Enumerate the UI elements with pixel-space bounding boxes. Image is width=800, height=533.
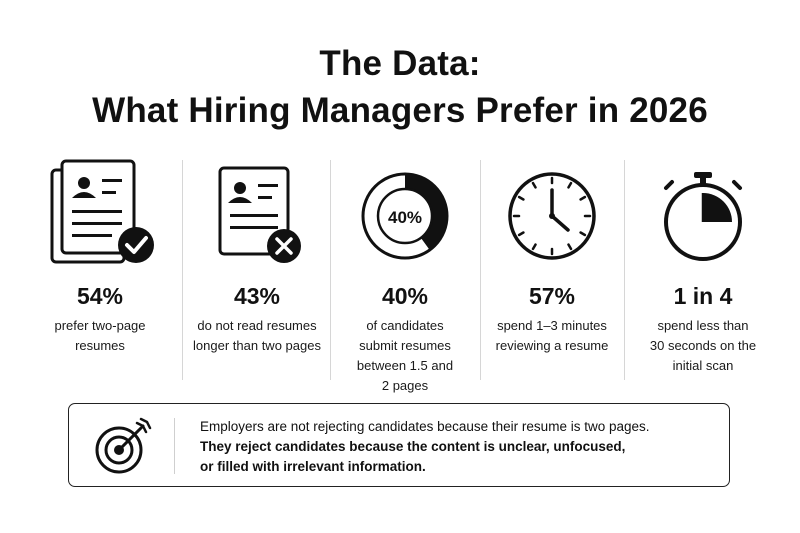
stat-description: spend 1–3 minutes reviewing a resume xyxy=(495,318,609,353)
callout-message: Employers are not rejecting candidates b… xyxy=(200,417,650,477)
column-divider xyxy=(330,160,331,380)
callout-line-1: Employers are not rejecting candidates b… xyxy=(200,419,650,434)
stat-description: of candidates submit resumes between 1.5… xyxy=(356,318,454,393)
page-title-line1: The Data: xyxy=(319,44,481,83)
stat-column-3: 40% 40% of candidates submit resumes bet… xyxy=(332,158,478,393)
stat-value: 43% xyxy=(233,283,281,309)
stat-description: do not read resumes longer than two page… xyxy=(193,318,321,353)
page-title-line2: What Hiring Managers Prefer in 2026 xyxy=(92,91,708,130)
donut-chart-icon: 40% xyxy=(332,158,478,270)
stat-description: prefer two-page resumes xyxy=(54,318,146,353)
callout-line-3: or filled with irrelevant information. xyxy=(200,459,426,474)
stat-column-1: 54% prefer two-page resumes xyxy=(20,158,180,380)
resume-x-icon xyxy=(184,158,330,270)
stat-column-2: 43% do not read resumes longer than two … xyxy=(184,158,330,380)
stat-value: 54% xyxy=(76,283,124,309)
callout-divider xyxy=(174,418,175,474)
column-divider xyxy=(480,160,481,380)
stat-description: spend less than 30 seconds on the initia… xyxy=(649,318,757,373)
callout-box: Employers are not rejecting candidates b… xyxy=(68,403,730,487)
stat-column-5: 1 in 4 spend less than 30 seconds on the… xyxy=(626,158,780,380)
clock-icon xyxy=(482,158,622,270)
stat-value: 40% xyxy=(381,283,429,309)
stat-value: 57% xyxy=(528,283,576,309)
column-divider xyxy=(182,160,183,380)
stopwatch-icon xyxy=(626,158,780,270)
resume-check-icon xyxy=(20,158,180,270)
callout-line-2: They reject candidates because the conte… xyxy=(200,439,626,454)
column-divider xyxy=(624,160,625,380)
stat-column-4: 57% spend 1–3 minutes reviewing a resume xyxy=(482,158,622,380)
donut-percent-label: 40% xyxy=(388,208,422,227)
target-icon xyxy=(91,414,155,483)
stat-value: 1 in 4 xyxy=(673,283,733,309)
